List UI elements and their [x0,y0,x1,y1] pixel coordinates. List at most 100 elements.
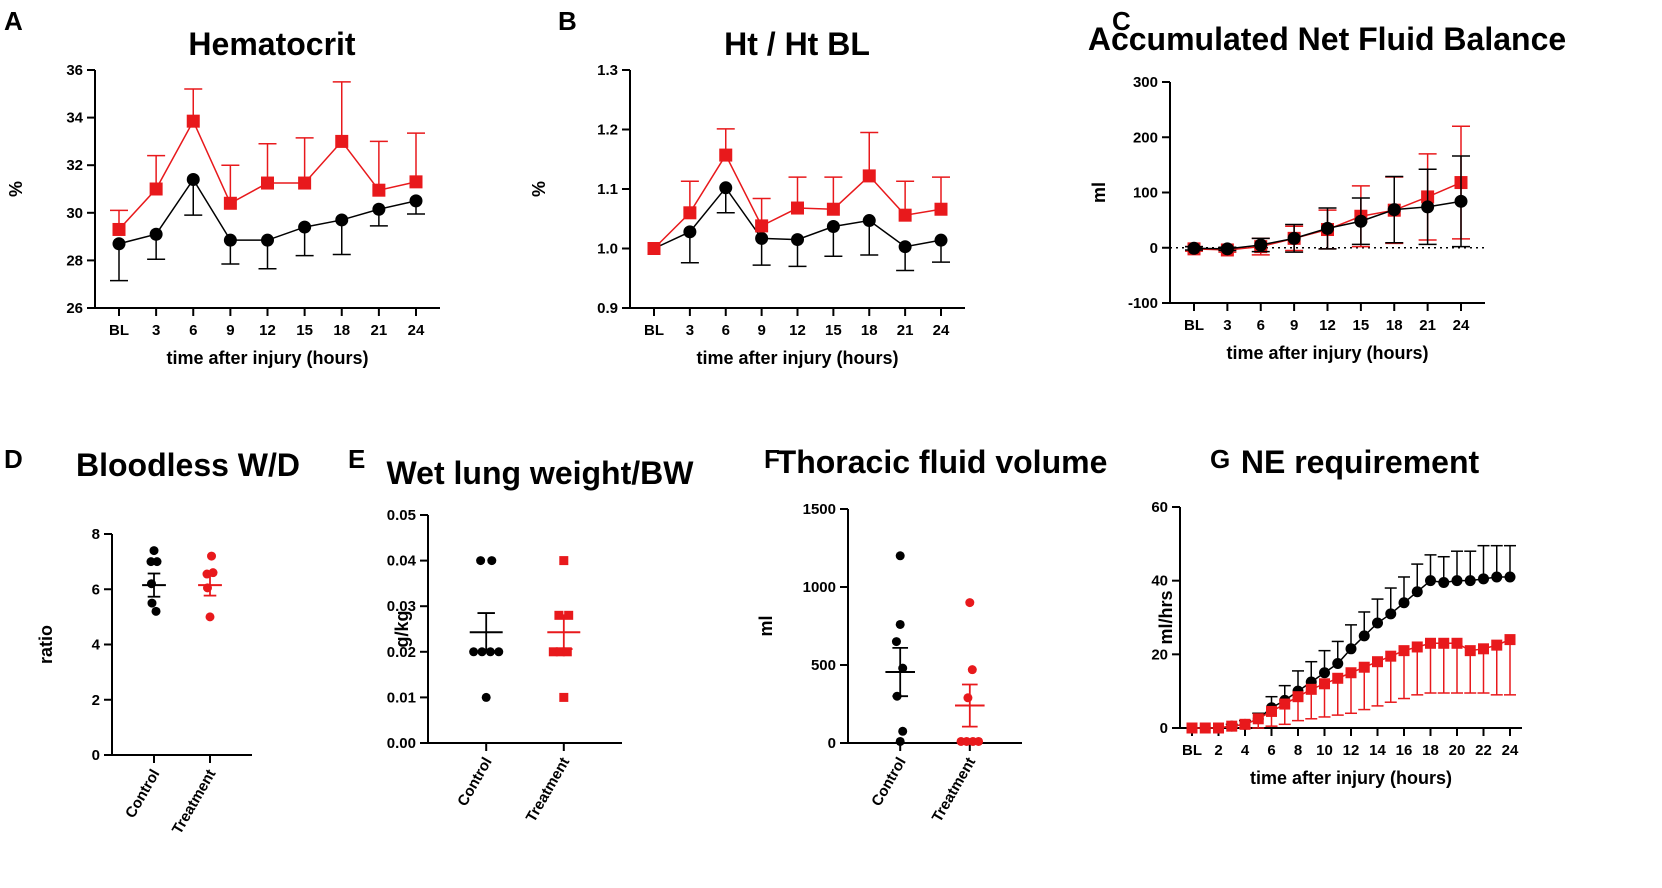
data-point [791,201,804,215]
x-tick-label-c: 24 [1453,317,1470,334]
chart-title-f: Thoracic fluid volume [777,444,1108,480]
y-tick-label-a: 32 [66,157,83,174]
data-point [409,194,423,208]
x-tick-label-c: 9 [1290,317,1298,334]
chart-e: Wet lung weight/BW 0.00 0.01 0.02 0.03 0.04 0.… [387,455,695,825]
data-point [487,556,497,566]
y-tick-label-c: 200 [1133,129,1158,146]
data-point [1239,718,1251,730]
panel-letter-b: B [558,6,577,36]
data-point [862,169,876,183]
data-point [186,172,200,186]
y-tick-label-f: 1000 [803,579,836,596]
data-point [1398,645,1410,657]
x-tick-label-a: 12 [259,322,276,339]
data-point [962,736,972,746]
x-tick-label-c: 3 [1223,317,1231,334]
data-point [898,208,912,222]
y-tick-label-b: 0.9 [597,300,618,317]
data-point [891,637,901,647]
x-axis-label-b: time after injury (hours) [696,348,898,368]
x-tick-label-a: 6 [189,322,197,339]
data-point [683,225,697,239]
data-point [1345,667,1357,679]
data-point [298,220,312,234]
x-tick-label-c: 15 [1353,317,1370,334]
x-tick-label-b: 3 [686,322,694,339]
data-point [683,206,697,220]
panel-letter-a: A [4,6,23,36]
y-tick-label-e: 0.00 [387,735,416,752]
data-point [1464,575,1476,587]
x-tick-label-a: BL [109,322,129,339]
data-point [1319,678,1330,690]
y-tick-label-d: 8 [92,526,100,543]
data-point [1491,639,1503,651]
data-point [967,665,977,675]
chart-title-d: Bloodless W/D [76,447,300,483]
series-treatment-b [647,128,950,255]
data-point [755,231,769,245]
data-point [1478,643,1489,655]
data-point [1385,608,1397,620]
data-point [1411,641,1423,653]
x-tick-label-e: Treatment [523,755,574,826]
x-tick-label-b: 15 [825,322,842,339]
data-point [1425,575,1436,587]
x-tick-label-g: 18 [1422,742,1439,759]
y-tick-label-g: 40 [1151,573,1168,590]
data-point [1220,242,1234,256]
x-tick-label-d: Treatment [169,767,220,838]
y-tick-label-d: 4 [92,637,101,654]
y-tick-label-g: 20 [1151,646,1168,663]
y-tick-label-f: 500 [811,657,836,674]
x-tick-label-e: Control [454,755,495,810]
y-tick-label-a: 30 [66,205,83,222]
x-tick-label-g: 4 [1241,742,1250,759]
data-point [1254,238,1268,252]
data-point [1478,573,1489,585]
data-point [1411,586,1423,598]
data-point [1451,637,1463,649]
data-point [261,233,274,247]
y-axis-label-d: ratio [36,625,56,664]
data-point [223,233,237,247]
data-point [647,242,661,255]
y-tick-label-e: 0.01 [387,689,416,706]
group-treatment-e [547,556,581,702]
x-tick-label-c: 18 [1386,317,1403,334]
y-tick-label-e: 0.03 [387,598,416,615]
y-tick-label-c: 0 [1150,240,1158,257]
chart-title-b: Ht / Ht BL [724,26,870,62]
x-tick-label-c: 6 [1257,317,1265,334]
data-point [1451,575,1463,587]
data-point [1345,643,1357,655]
y-tick-label-c: 100 [1133,185,1158,202]
x-tick-label-a: 24 [408,322,425,339]
x-tick-label-a: 3 [152,322,160,339]
data-point [934,202,948,216]
x-tick-label-g: 12 [1343,742,1360,759]
x-tick-label-g: 14 [1369,742,1386,759]
data-point [559,692,569,702]
series-treatment-g [1186,634,1516,734]
data-point [895,619,905,629]
y-axis-label-g: ml/hrs [1156,590,1176,644]
y-tick-label-d: 0 [92,747,100,764]
y-axis-label-e: g/kg [392,610,412,647]
y-axis-label-f: ml [756,615,776,636]
y-tick-label-f: 0 [828,735,836,752]
data-point [494,647,504,657]
data-point [112,237,126,251]
x-tick-label-g: 16 [1396,742,1413,759]
data-point [409,175,423,189]
data-point [1421,200,1435,214]
x-tick-label-d: Control [122,767,163,822]
data-point [152,557,162,567]
x-tick-label-b: 21 [897,322,914,339]
data-point [298,176,312,190]
data-point [112,222,126,236]
data-point [149,546,159,556]
